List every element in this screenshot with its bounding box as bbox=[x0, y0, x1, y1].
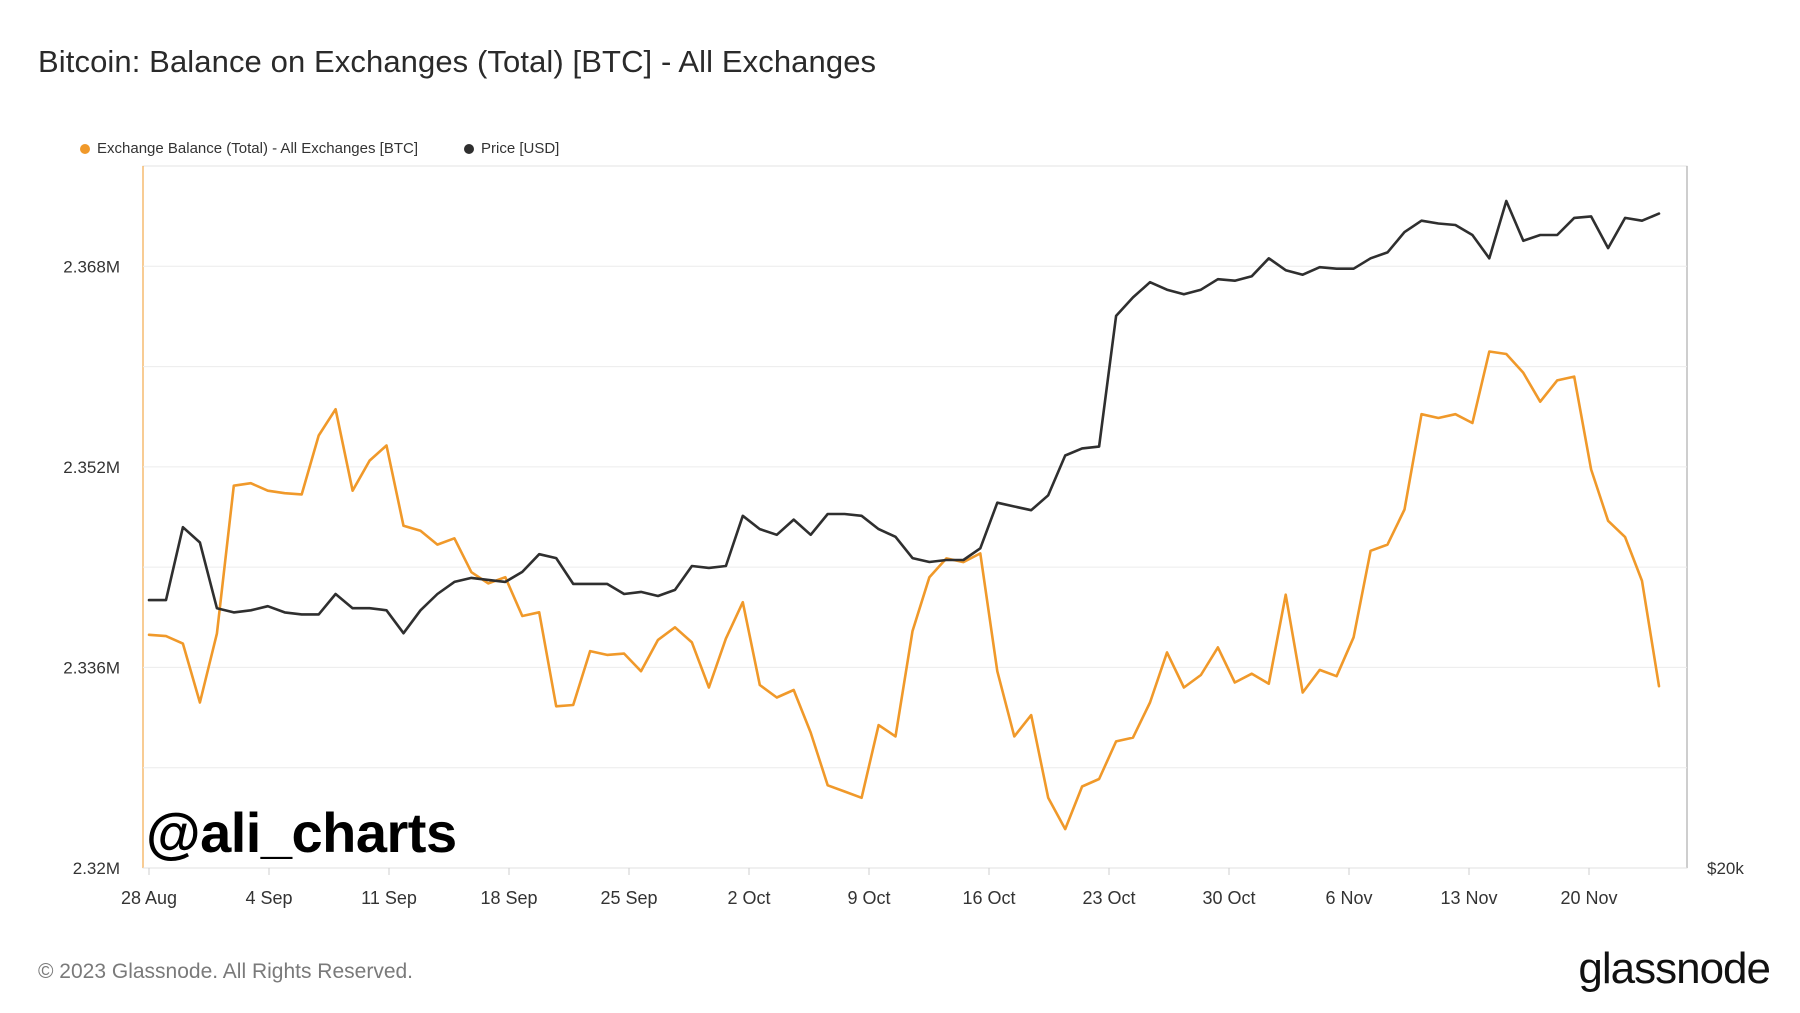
x-tick-label: 20 Nov bbox=[1560, 888, 1617, 908]
legend-swatch-exchange-balance bbox=[80, 143, 90, 154]
x-tick-label: 16 Oct bbox=[962, 888, 1015, 908]
y-left-tick-label: 2.368M bbox=[63, 257, 120, 276]
x-tick-label: 11 Sep bbox=[361, 888, 417, 908]
y-right-tick-label: $20k bbox=[1707, 859, 1744, 878]
x-tick-label: 28 Aug bbox=[121, 888, 177, 908]
chart-title: Bitcoin: Balance on Exchanges (Total) [B… bbox=[38, 44, 877, 79]
copyright-notice: © 2023 Glassnode. All Rights Reserved. bbox=[38, 960, 414, 983]
x-tick-label: 30 Oct bbox=[1202, 888, 1255, 908]
x-tick-label: 2 Oct bbox=[727, 888, 770, 908]
x-tick-label: 9 Oct bbox=[847, 888, 890, 908]
series-line-price bbox=[147, 199, 1661, 635]
legend-swatch-price bbox=[464, 143, 474, 154]
x-tick-label: 23 Oct bbox=[1082, 888, 1135, 908]
x-tick-label: 4 Sep bbox=[245, 888, 292, 908]
x-tick-label: 18 Sep bbox=[480, 888, 537, 908]
series-line-exchange-balance bbox=[147, 350, 1661, 831]
legend-label-price: Price [USD] bbox=[481, 140, 560, 157]
watermark: @ali_charts bbox=[146, 801, 457, 864]
y-left-tick-label: 2.32M bbox=[73, 859, 120, 878]
y-left-tick-label: 2.336M bbox=[63, 658, 120, 677]
x-tick-label: 25 Sep bbox=[600, 888, 657, 908]
y-left-tick-label: 2.352M bbox=[63, 458, 120, 477]
brand-logo: glassnode bbox=[1578, 944, 1771, 993]
plot-frame bbox=[142, 165, 1688, 869]
legend: Exchange Balance (Total) - All Exchanges… bbox=[80, 140, 559, 157]
legend-item-exchange-balance[interactable]: Exchange Balance (Total) - All Exchanges… bbox=[80, 140, 418, 157]
legend-label-exchange-balance: Exchange Balance (Total) - All Exchanges… bbox=[97, 140, 418, 157]
x-tick-label: 13 Nov bbox=[1440, 888, 1497, 908]
x-tick-label: 6 Nov bbox=[1325, 888, 1372, 908]
legend-item-price[interactable]: Price [USD] bbox=[464, 140, 559, 157]
